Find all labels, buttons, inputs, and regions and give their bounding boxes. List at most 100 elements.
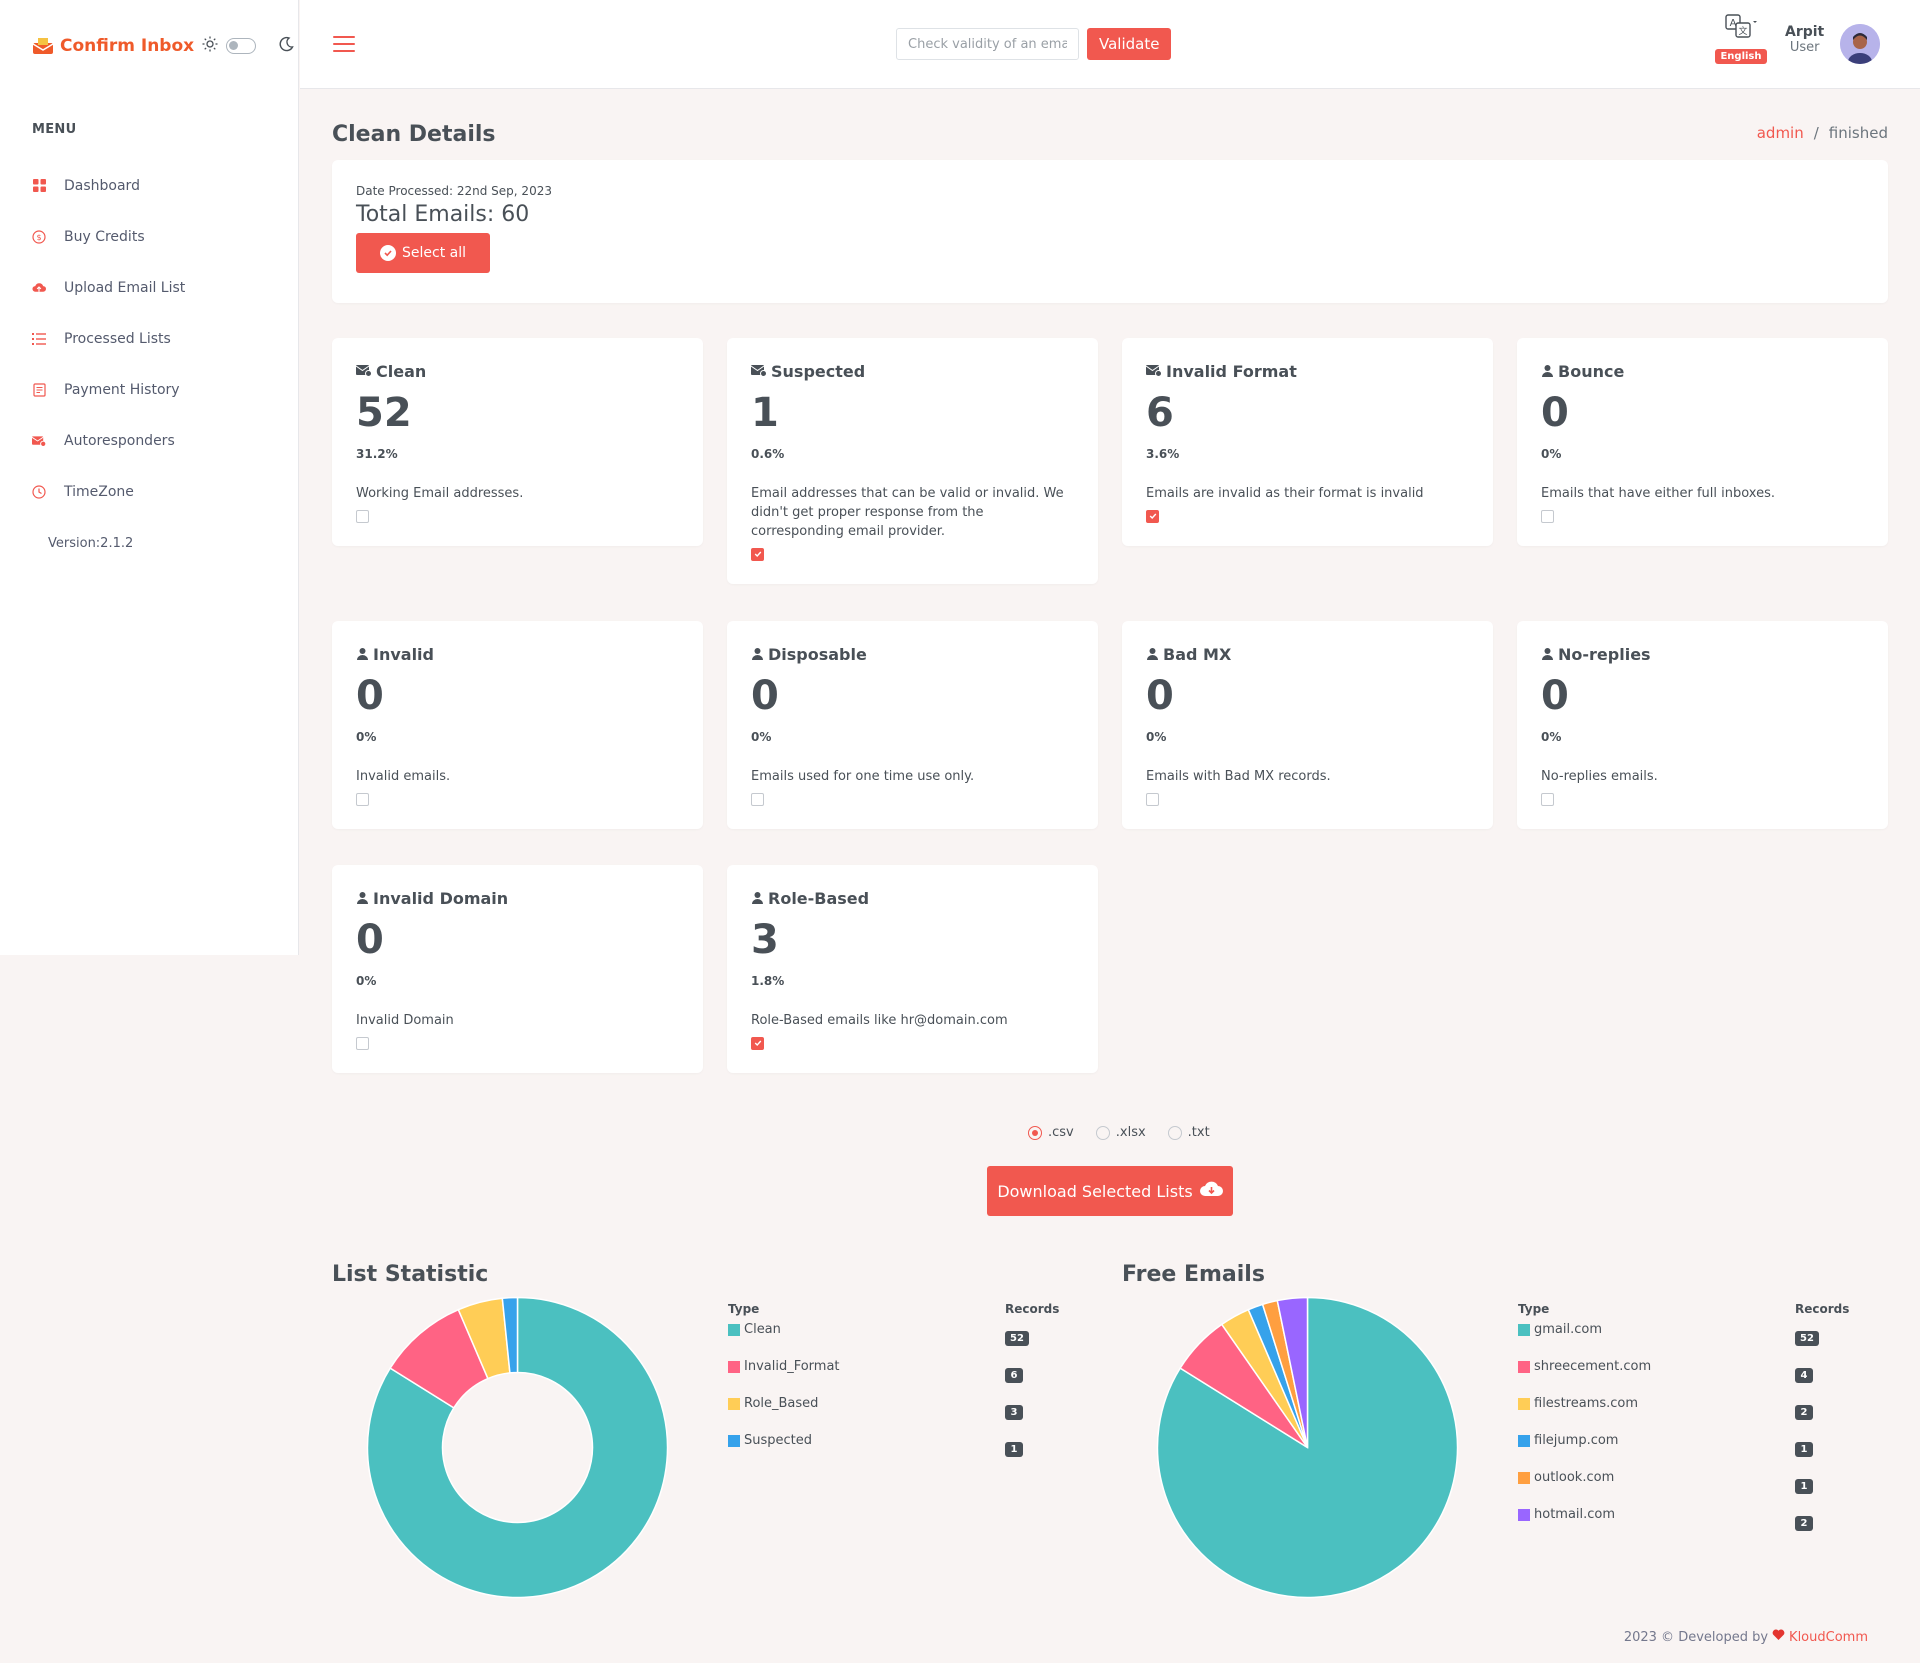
brand[interactable]: Confirm Inbox (32, 36, 294, 56)
user-icon (751, 645, 764, 664)
avatar[interactable] (1840, 24, 1880, 64)
breadcrumb-separator: / (1813, 124, 1819, 142)
legend-record-count: 6 (1005, 1368, 1023, 1383)
download-selected-button[interactable]: Download Selected Lists (987, 1166, 1233, 1216)
legend-label: gmail.com (1534, 1322, 1603, 1337)
legend-label: hotmail.com (1534, 1507, 1616, 1522)
stat-title: Bounce (1558, 362, 1625, 381)
sidebar-item-label: Buy Credits (64, 228, 145, 245)
breadcrumb-current: finished (1828, 124, 1888, 142)
stat-card: No-replies 0 0% No-replies emails. (1517, 621, 1888, 829)
sun-icon[interactable] (202, 36, 218, 56)
select-all-button[interactable]: Select all (356, 233, 490, 273)
svg-text:$: $ (36, 233, 41, 242)
hamburger-menu-icon[interactable] (333, 36, 355, 57)
sidebar-item-label: Autoresponders (64, 432, 175, 449)
sidebar-item-timezone[interactable]: TimeZone (32, 466, 185, 517)
format-option-csv[interactable]: .csv (1028, 1125, 1074, 1140)
stat-select-checkbox[interactable] (356, 509, 369, 523)
stat-select-checkbox[interactable] (1541, 792, 1554, 806)
stat-card: Invalid 0 0% Invalid emails. (332, 621, 703, 829)
summary-card: Date Processed: 22nd Sep, 2023 Total Ema… (332, 160, 1888, 303)
stat-select-checkbox[interactable] (1541, 509, 1554, 523)
sidebar-item-dashboard[interactable]: Dashboard (32, 160, 185, 211)
user-menu[interactable]: Arpit User (1785, 24, 1824, 55)
legend-swatch (728, 1397, 740, 1410)
legend-record-count: 1 (1795, 1479, 1813, 1494)
stat-count: 0 (1541, 673, 1569, 719)
radio-csv[interactable] (1028, 1125, 1042, 1140)
legend-item: filejump.com (1518, 1433, 1618, 1448)
legend-item: Clean (728, 1322, 781, 1337)
legend-record-count: 2 (1795, 1516, 1813, 1531)
legend-item: outlook.com (1518, 1470, 1614, 1485)
chart-slice-clean[interactable] (366, 1296, 669, 1599)
legend-label: Suspected (744, 1433, 813, 1448)
legend-item: Invalid_Format (728, 1359, 840, 1374)
logo-icon (32, 37, 54, 55)
sidebar-item-upload-email-list[interactable]: Upload Email List (32, 262, 185, 313)
stat-select-checkbox[interactable] (356, 792, 369, 806)
stat-select-checkbox[interactable] (1146, 509, 1159, 523)
stat-header: Invalid Domain (356, 889, 679, 908)
stat-card: Invalid Domain 0 0% Invalid Domain (332, 865, 703, 1073)
stat-count: 1 (751, 390, 779, 436)
format-option-xlsx[interactable]: .xlsx (1095, 1125, 1146, 1140)
legend-swatch (1518, 1397, 1530, 1410)
validate-form: Validate (896, 28, 1172, 60)
stat-header: Invalid Format (1145, 362, 1469, 381)
stat-select-checkbox[interactable] (356, 1036, 369, 1050)
stat-description: Emails with Bad MX records. (1146, 769, 1331, 784)
stat-select-checkbox[interactable] (751, 1036, 764, 1050)
stat-header: Suspected (750, 362, 1074, 381)
download-label: Download Selected Lists (997, 1181, 1193, 1201)
mail-auto-icon (32, 434, 46, 448)
format-label: .csv (1048, 1125, 1074, 1140)
mail-check-icon (750, 362, 767, 381)
free-emails-chart (1156, 1296, 1459, 1599)
user-role: User (1789, 40, 1820, 55)
legend-swatch (728, 1434, 740, 1447)
breadcrumb-link-admin[interactable]: admin (1756, 124, 1804, 142)
stat-description: Role-Based emails like hr@domain.com (751, 1013, 1008, 1028)
moon-icon[interactable] (278, 36, 294, 56)
theme-toggle[interactable] (226, 38, 257, 54)
sidebar-item-processed-lists[interactable]: Processed Lists (32, 313, 185, 364)
stat-title: Invalid (373, 645, 434, 664)
sidebar-item-label: Dashboard (64, 177, 140, 194)
topbar: Validate A文 English Arpit User (300, 0, 1920, 89)
legend-record-count: 52 (1005, 1331, 1029, 1346)
stat-title: Invalid Domain (373, 889, 509, 908)
stat-description: Invalid emails. (356, 769, 451, 784)
receipt-icon (32, 382, 46, 397)
footer-company-link[interactable]: KloudComm (1789, 1629, 1868, 1645)
coin-icon: $ (32, 229, 46, 244)
legend-item: hotmail.com (1518, 1507, 1615, 1522)
radio-txt[interactable] (1167, 1125, 1182, 1140)
radio-xlsx[interactable] (1095, 1125, 1110, 1140)
cloud-download-icon (1199, 1180, 1223, 1202)
validate-button[interactable]: Validate (1087, 28, 1172, 60)
legend-swatch (1518, 1323, 1530, 1336)
stat-title: Role-Based (768, 889, 870, 908)
stat-select-checkbox[interactable] (751, 792, 764, 806)
free-emails-title: Free Emails (1122, 1262, 1265, 1287)
footer: 2023 © Developed by KloudComm (1624, 1629, 1868, 1645)
legend-label: Clean (744, 1322, 781, 1337)
stat-card: Bad MX 0 0% Emails with Bad MX records. (1122, 621, 1493, 829)
sidebar-item-autoresponders[interactable]: Autoresponders (32, 415, 185, 466)
legend-label: filejump.com (1534, 1433, 1619, 1448)
chart-slice-hotmail-com[interactable] (1276, 1296, 1309, 1448)
stat-select-checkbox[interactable] (751, 547, 764, 561)
stat-select-checkbox[interactable] (1146, 792, 1159, 806)
legend-label: Invalid_Format (744, 1359, 840, 1374)
format-option-txt[interactable]: .txt (1167, 1125, 1210, 1140)
sidebar-item-buy-credits[interactable]: $ Buy Credits (32, 211, 185, 262)
validate-email-input[interactable] (896, 28, 1079, 60)
sidebar-item-payment-history[interactable]: Payment History (32, 364, 185, 415)
stat-percentage: 3.6% (1146, 447, 1180, 461)
legend-item: Role_Based (728, 1396, 818, 1411)
stat-count: 0 (356, 673, 384, 719)
chart-slice-suspected[interactable] (501, 1296, 519, 1374)
